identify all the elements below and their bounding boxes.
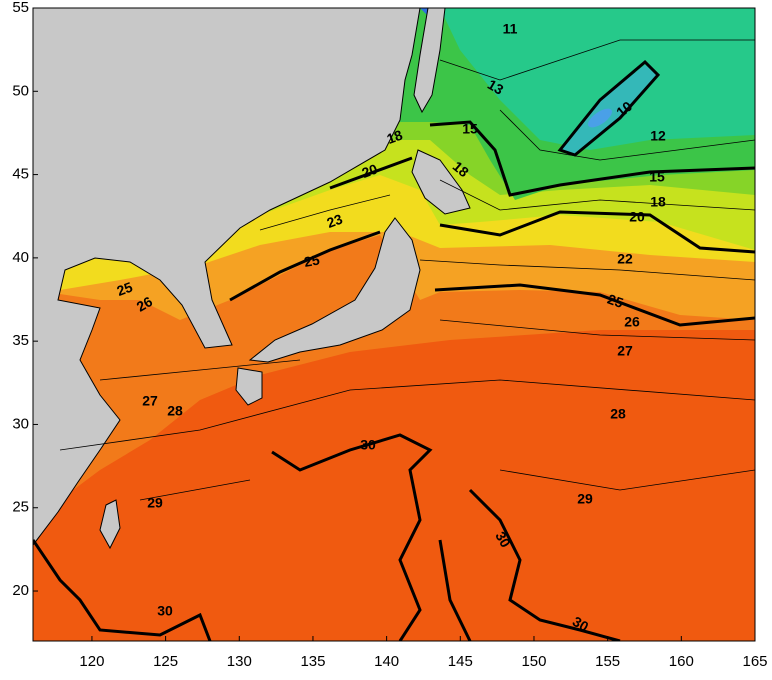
y-tick-label: 40 bbox=[12, 249, 29, 266]
contour-label: 30 bbox=[492, 529, 514, 551]
contour-20 bbox=[329, 156, 755, 254]
x-tick-label: 125 bbox=[153, 653, 178, 670]
contour-label: 25 bbox=[115, 279, 135, 299]
contour-label: 12 bbox=[650, 128, 666, 144]
contour-label: 18 bbox=[385, 127, 405, 147]
contour-label: 15 bbox=[462, 121, 478, 137]
x-tick-label: 130 bbox=[227, 653, 252, 670]
x-tick-label: 160 bbox=[669, 653, 694, 670]
x-tick-label: 150 bbox=[521, 653, 546, 670]
map-area bbox=[33, 8, 755, 641]
contours bbox=[33, 39, 755, 641]
contour-label: 30 bbox=[360, 437, 376, 453]
contour-label: 22 bbox=[617, 251, 633, 267]
contour-label: 29 bbox=[577, 491, 593, 507]
map-frame bbox=[32, 7, 756, 642]
contour-label: 25 bbox=[605, 291, 625, 311]
land-taiwan bbox=[99, 499, 121, 550]
y-tick-label: 30 bbox=[12, 415, 29, 432]
contour-thin bbox=[139, 194, 755, 501]
contour-label: 28 bbox=[610, 406, 626, 422]
contour-label: 29 bbox=[147, 495, 163, 511]
x-tick-label: 135 bbox=[300, 653, 325, 670]
contour-label: 27 bbox=[617, 343, 633, 359]
contour-label: 18 bbox=[650, 194, 666, 210]
contour-label: 26 bbox=[624, 314, 640, 330]
land-honshu bbox=[248, 217, 421, 363]
contour-label: 26 bbox=[134, 293, 156, 315]
contour-label: 15 bbox=[649, 169, 665, 185]
contour-label: 13 bbox=[485, 76, 507, 98]
contour-15 bbox=[429, 120, 755, 197]
contour-label: 27 bbox=[142, 393, 158, 409]
contour-30 bbox=[33, 433, 621, 641]
contour-label: 23 bbox=[325, 211, 345, 231]
contour-label: 30 bbox=[570, 613, 592, 635]
x-tick-label: 120 bbox=[79, 653, 104, 670]
y-tick-label: 50 bbox=[12, 82, 29, 99]
contour-label: 20 bbox=[629, 209, 645, 225]
x-tick-label: 165 bbox=[742, 653, 767, 670]
contour-thin bbox=[59, 319, 755, 451]
y-tick-label: 20 bbox=[12, 582, 29, 599]
contour-label: 25 bbox=[303, 251, 321, 269]
contour-label: 11 bbox=[503, 21, 518, 37]
land-asia bbox=[33, 8, 421, 546]
y-tick-label: 55 bbox=[12, 0, 29, 16]
band-12 bbox=[440, 8, 755, 150]
y-tick-label: 45 bbox=[12, 166, 29, 183]
x-tick-label: 140 bbox=[374, 653, 399, 670]
contour-label: 28 bbox=[167, 403, 183, 419]
cold-spot bbox=[588, 108, 612, 128]
land-hokkaido bbox=[411, 149, 471, 215]
contour-thin bbox=[439, 39, 755, 211]
contour-25 bbox=[229, 230, 755, 327]
contour-label: 20 bbox=[360, 161, 380, 181]
contour-label: 30 bbox=[157, 603, 173, 619]
land-kyushu bbox=[235, 367, 263, 406]
x-tick-label: 155 bbox=[595, 653, 620, 670]
y-tick-label: 35 bbox=[12, 332, 29, 349]
x-tick-label: 145 bbox=[448, 653, 473, 670]
land-sakhalin bbox=[413, 8, 446, 114]
contour-10 bbox=[557, 59, 661, 157]
y-tick-label: 25 bbox=[12, 499, 29, 516]
